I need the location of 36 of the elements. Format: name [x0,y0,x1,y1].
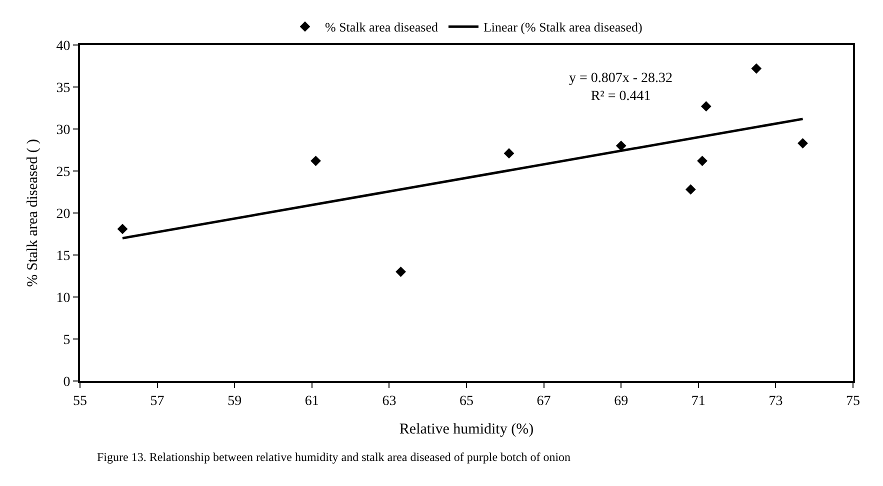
x-tick-label: 59 [228,394,242,409]
point [798,138,808,148]
point [697,156,708,166]
y-tick-label: 35 [56,80,70,96]
x-tick-label: 73 [768,394,783,409]
y-tick-label: 10 [56,290,70,306]
y-tick-label: 40 [56,38,70,54]
legend-label: Linear (% Stalk area diseased) [483,20,642,35]
point [616,140,626,151]
y-tick-label: 5 [63,332,70,348]
point [685,184,696,195]
x-tick-label: 71 [691,394,706,409]
y-tick-label: 0 [63,374,70,390]
point [700,101,712,112]
x-tick-label: 69 [614,394,628,409]
y-tick-label: 15 [56,248,70,264]
x-tick-label: 55 [73,394,87,409]
x-tick-label: 65 [460,394,474,409]
y-tick-label: 20 [56,206,70,222]
y-tick-label: 30 [56,122,70,138]
x-tick-label: 63 [382,394,396,409]
y-tick-label: 25 [56,164,70,180]
caption: Figure 13. Relationship between relative humidity and stalk area diseased of purple botch of onion [97,450,571,464]
x-tick-label: 75 [846,394,860,409]
point [504,148,514,159]
point [751,63,762,74]
annotation: y = 0.807x - 28.32 R² = 0.441 [569,71,673,104]
legend-label: % Stalk area diseased [325,20,438,35]
point [396,266,406,277]
x-tick-label: 67 [536,394,551,409]
x-tick-label: 57 [150,394,164,409]
x-tick-label: 61 [304,394,319,409]
point [310,156,321,166]
x-axis-title: Relative humidity (%) [399,421,534,438]
y-axis-title: % Stalk area diseased ( ) [24,139,41,287]
point [117,224,128,234]
